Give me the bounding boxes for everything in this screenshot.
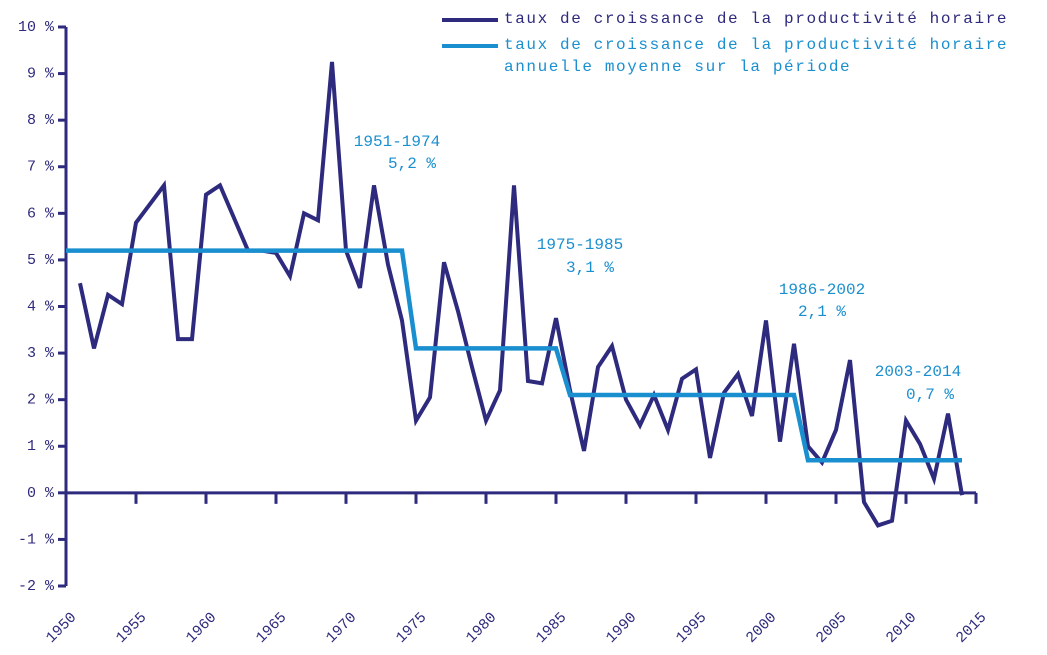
x-tick-label: 1950 [43,609,80,646]
x-tick-label: 2005 [813,609,850,646]
y-tick-label: 7 % [27,159,55,176]
x-tick-label: 1970 [323,609,360,646]
y-tick-label: 8 % [27,112,55,129]
y-tick-label: 6 % [27,205,55,222]
y-tick-label: 4 % [27,298,55,315]
x-tick-label: 1990 [603,609,640,646]
y-tick-label: 9 % [27,66,55,83]
annotation-rate: 0,7 % [906,386,954,404]
y-tick-label: 1 % [27,438,55,455]
x-tick-label: 2010 [883,609,920,646]
x-tick-label: 1995 [673,609,710,646]
y-tick-label: 10 % [18,19,55,36]
annotation-period: 1951-1974 [354,133,440,151]
y-tick-label: 0 % [27,485,55,502]
x-tick-label: 1980 [463,609,500,646]
x-tick-label: 2000 [743,609,780,646]
annotation-rate: 2,1 % [798,303,846,321]
y-tick-label: -2 % [18,578,55,595]
annotation-rate: 5,2 % [388,155,436,173]
legend-label: taux de croissance de la productivité ho… [504,36,1009,76]
y-tick-label: -1 % [18,531,55,548]
annotation-period: 2003-2014 [875,363,961,381]
legend: taux de croissance de la productivité ho… [442,8,1047,82]
x-tick-label: 1985 [533,609,570,646]
y-tick-label: 3 % [27,345,55,362]
x-tick-label: 1975 [393,609,430,646]
x-tick-label: 2015 [953,609,990,646]
legend-label: taux de croissance de la productivité ho… [504,10,1009,28]
x-tick-label: 1955 [113,609,150,646]
annotation-period: 1986-2002 [779,281,865,299]
annotation-rate: 3,1 % [566,259,614,277]
legend-item: taux de croissance de la productivité ho… [442,34,1047,78]
x-tick-label: 1965 [253,609,290,646]
legend-swatch [442,44,498,48]
x-tick-label: 1960 [183,609,220,646]
annotation-period: 1975-1985 [537,236,623,254]
series-line [66,248,962,463]
y-tick-label: 5 % [27,252,55,269]
y-tick-label: 2 % [27,392,55,409]
legend-item: taux de croissance de la productivité ho… [442,8,1047,30]
legend-swatch [442,18,498,22]
series-line [78,61,964,528]
